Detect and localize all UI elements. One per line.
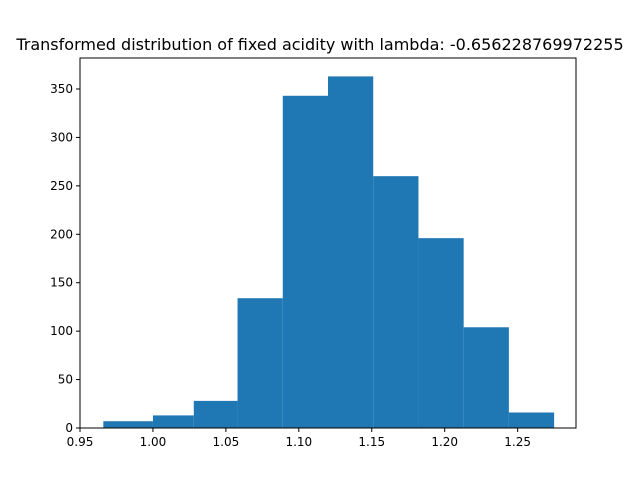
y-tick-label: 350 [50,82,73,96]
histogram-bar [463,327,509,428]
histogram-bar [237,298,283,428]
histogram-bar [508,412,555,428]
y-tick-label: 100 [50,324,73,338]
x-axis-ticks: 0.95 1.00 1.05 1.10 1.15 1.20 1.25 [67,428,531,449]
y-tick-label: 50 [58,373,73,387]
x-tick-label: 0.95 [67,435,94,449]
x-tick-label: 1.10 [285,435,312,449]
histogram-bar [373,176,419,428]
x-tick-label: 1.15 [358,435,385,449]
y-tick-label: 0 [65,421,73,435]
histogram-bar [103,421,153,428]
x-tick-label: 1.05 [213,435,240,449]
histogram-bar [282,95,328,428]
histogram-bar [193,400,238,428]
x-tick-label: 1.00 [140,435,167,449]
axes-frame [79,57,577,429]
histogram-bar [418,238,464,428]
histogram-bar [328,76,374,429]
histogram-bars [103,76,555,429]
x-tick-label: 1.20 [431,435,458,449]
y-tick-label: 250 [50,179,73,193]
x-tick-label: 1.25 [504,435,531,449]
y-tick-label: 150 [50,276,73,290]
histogram-bar [152,415,194,428]
chart-title: Transformed distribution of fixed acidit… [15,35,623,54]
y-tick-label: 300 [50,130,73,144]
y-axis-ticks: 0 50 100 150 200 250 300 350 [50,82,80,435]
y-tick-label: 200 [50,227,73,241]
